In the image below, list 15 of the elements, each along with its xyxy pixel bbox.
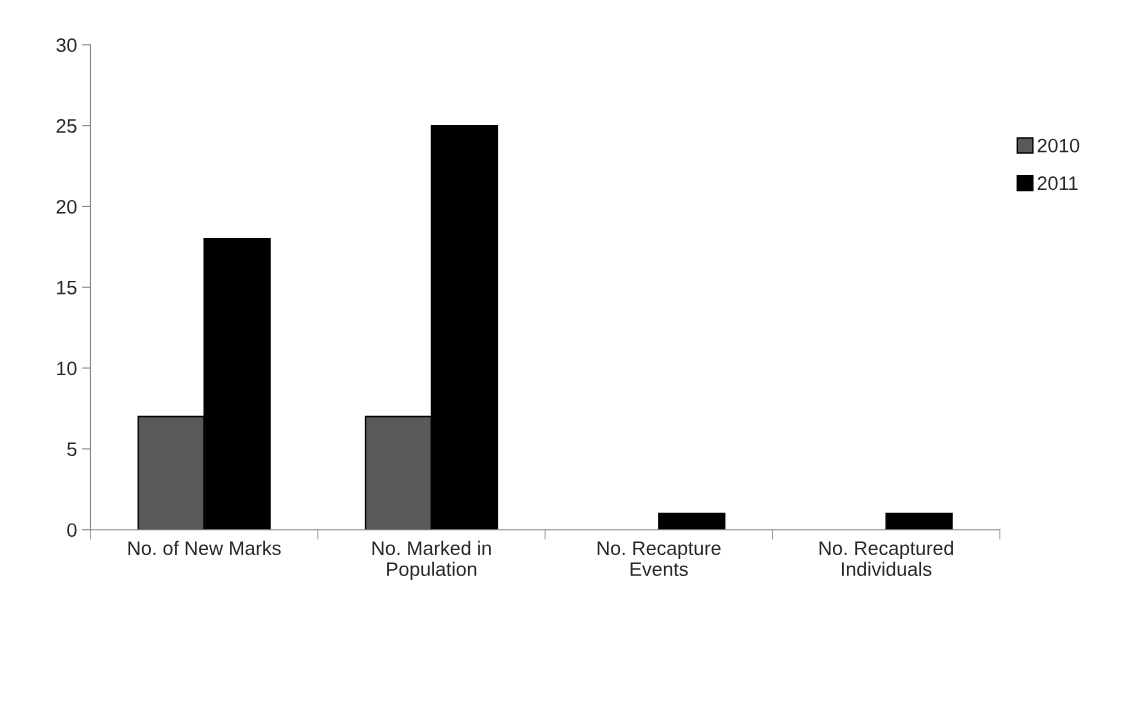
x-tick-label: No. Recapture Events bbox=[597, 541, 721, 577]
y-tick-label: 20 bbox=[56, 199, 77, 214]
legend-label: 2010 bbox=[1037, 138, 1080, 153]
y-tick-label: 25 bbox=[56, 119, 77, 133]
y-tick-label: 5 bbox=[67, 442, 77, 457]
legend-label: 2011 bbox=[1037, 176, 1078, 191]
y-tick-label: 10 bbox=[57, 361, 77, 376]
bar bbox=[885, 512, 953, 530]
y-tick-label: 0 bbox=[67, 523, 77, 537]
bar bbox=[658, 512, 726, 530]
x-tick-label: No. of New Marks bbox=[128, 540, 281, 556]
y-tick-label: 15 bbox=[57, 280, 77, 295]
x-tick-label: No. Recaptured Individuals bbox=[819, 540, 953, 577]
x-tick-label: No. Marked in Population bbox=[372, 540, 491, 580]
y-tick-label: 30 bbox=[56, 38, 77, 53]
